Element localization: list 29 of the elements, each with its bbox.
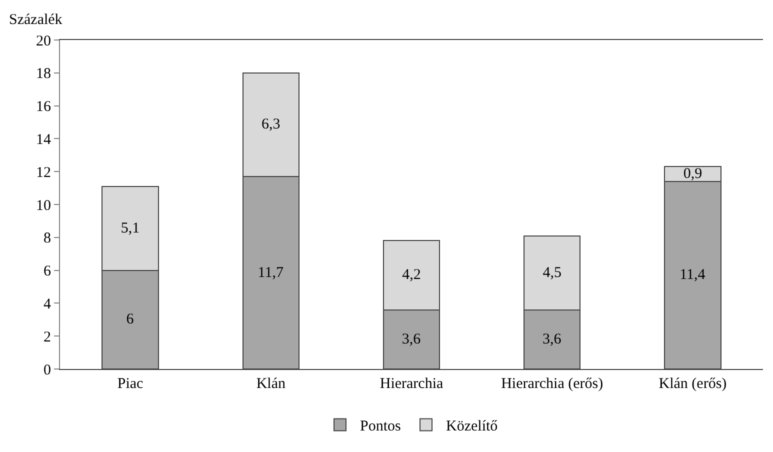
y-tick-label: 20 bbox=[36, 33, 51, 50]
y-tick-label: 6 bbox=[44, 264, 52, 280]
x-tick-label: Klán bbox=[256, 376, 286, 392]
y-tick-label: 10 bbox=[36, 198, 51, 214]
data-label: 0,9 bbox=[683, 166, 702, 182]
data-label: 5,1 bbox=[120, 220, 140, 236]
x-tick-label: Klán (erős) bbox=[658, 376, 727, 392]
legend-label: Pontos bbox=[360, 418, 402, 435]
x-tick-label: Hierarchia bbox=[380, 376, 444, 392]
data-label: 6 bbox=[126, 312, 134, 328]
data-label: 4,5 bbox=[542, 264, 562, 281]
data-label: 4,2 bbox=[402, 267, 421, 284]
data-label: 11,7 bbox=[258, 264, 284, 281]
y-tick-label: 16 bbox=[36, 99, 52, 116]
data-label: 6,3 bbox=[262, 116, 280, 133]
data-label: 11,4 bbox=[680, 267, 706, 284]
y-axis-title: Százalék bbox=[9, 12, 63, 28]
data-label: 3,6 bbox=[542, 331, 562, 348]
y-tick-label: 0 bbox=[44, 362, 51, 378]
y-tick-label: 12 bbox=[36, 164, 51, 181]
y-tick-label: 8 bbox=[44, 230, 51, 247]
y-tick-label: 2 bbox=[44, 329, 51, 346]
x-tick-label: Piac bbox=[117, 376, 144, 392]
y-tick-label: 4 bbox=[44, 296, 52, 312]
y-tick-label: 14 bbox=[36, 132, 52, 148]
legend-label: Közelítő bbox=[446, 418, 498, 435]
x-tick-label: Hierarchia (erős) bbox=[501, 376, 604, 392]
data-label: 3,6 bbox=[402, 331, 422, 348]
y-tick-label: 18 bbox=[36, 66, 51, 82]
